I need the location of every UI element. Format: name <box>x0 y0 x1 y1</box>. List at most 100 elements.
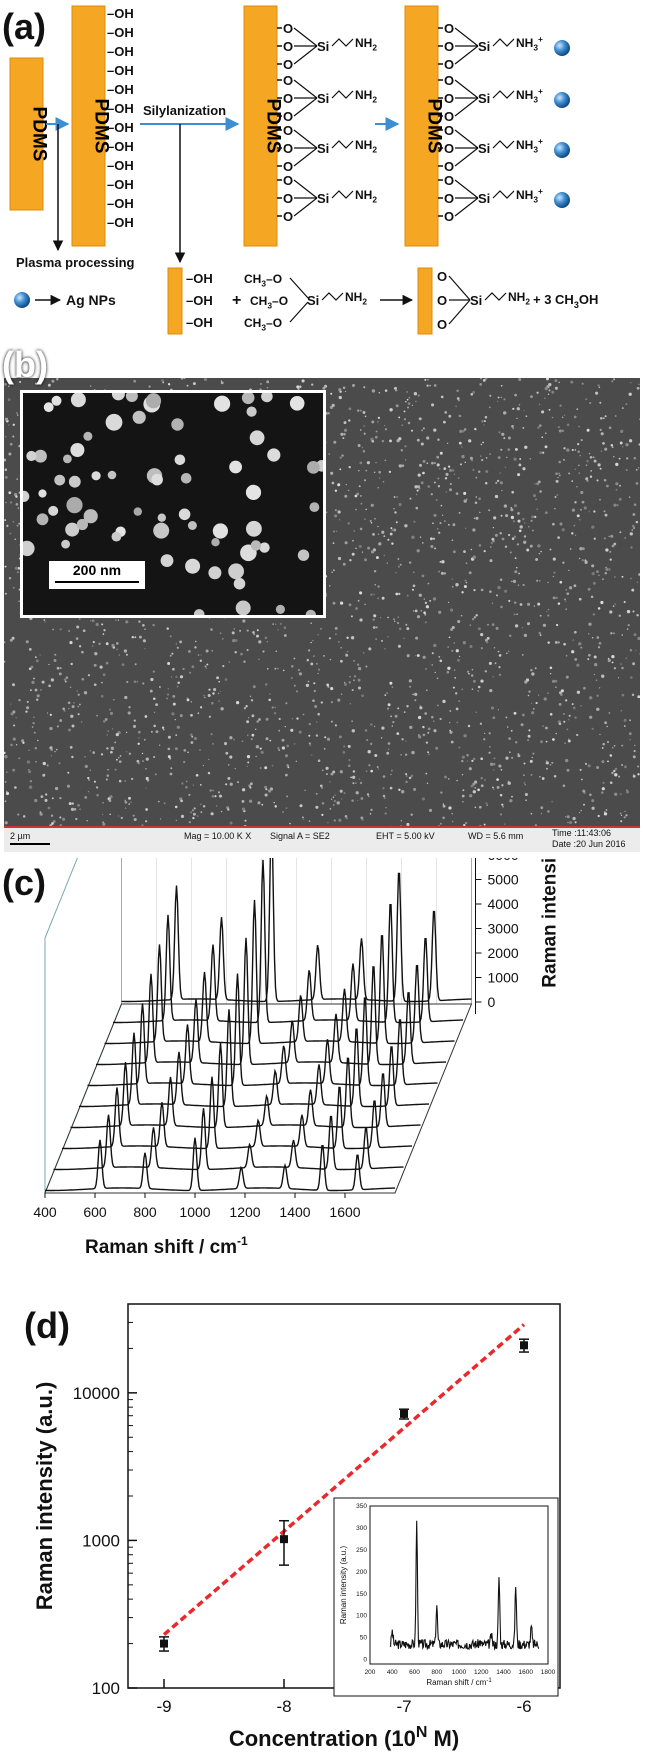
sem-particle <box>571 448 574 452</box>
sem-particle <box>96 793 99 797</box>
sem-particle <box>167 747 171 751</box>
sem-particle <box>251 733 255 737</box>
sem-particle <box>268 789 272 793</box>
sem-particle <box>565 588 568 591</box>
oxygen-ag-4-1: O <box>444 173 454 188</box>
sem-particle <box>413 610 415 612</box>
ag-nanoparticle-ag-1 <box>554 40 570 56</box>
sem-particle <box>632 513 636 516</box>
sem-particle <box>241 740 244 743</box>
sem-particle <box>325 511 328 514</box>
inset-y-tick-label: 50 <box>360 1635 368 1642</box>
sem-particle <box>497 650 500 653</box>
sem-particle <box>271 706 274 709</box>
sem-particle <box>518 403 521 406</box>
sem-particle <box>289 822 291 825</box>
sem-particle <box>183 749 187 752</box>
sem-particle <box>364 518 366 520</box>
sem-particle <box>509 551 512 554</box>
sem-particle <box>433 643 437 648</box>
sem-particle <box>426 782 429 784</box>
sem-particle <box>483 424 485 426</box>
sem-particle <box>81 650 84 654</box>
sem-particle <box>334 489 338 492</box>
sem-particle <box>458 414 462 418</box>
floor-plane <box>44 1003 473 1194</box>
sem-particle <box>529 457 532 460</box>
sem-particle <box>152 670 156 673</box>
sem-particle <box>537 602 541 606</box>
sem-particle <box>436 463 440 467</box>
sem-particle <box>114 741 117 744</box>
sem-particle <box>416 654 420 657</box>
sem-particle <box>258 640 262 644</box>
ag-nanoparticle-sem <box>23 490 30 502</box>
sem-particle <box>407 406 409 409</box>
sem-particle <box>387 703 391 707</box>
sem-particle <box>571 508 576 512</box>
sem-particle <box>613 378 616 381</box>
sem-particle <box>522 713 525 717</box>
sem-particle <box>278 749 280 751</box>
sem-particle <box>390 769 393 772</box>
sem-particle <box>448 806 452 810</box>
sem-particle <box>138 620 141 623</box>
sem-particle <box>374 584 376 586</box>
sem-particle <box>41 680 45 684</box>
ag-nanoparticle-sem <box>309 502 320 512</box>
sem-particle <box>589 401 592 405</box>
sem-particle <box>626 789 628 791</box>
sem-particle <box>363 425 366 427</box>
oxygen-mid-3-2: O <box>283 141 293 156</box>
sem-particle <box>413 571 415 573</box>
sem-particle <box>424 712 428 715</box>
sem-particle <box>448 414 452 418</box>
sem-particle <box>555 623 559 627</box>
sem-particle <box>523 409 525 412</box>
sem-particle <box>501 803 504 806</box>
sem-particle <box>613 456 615 458</box>
inset-x-tick-label: 1200 <box>474 1669 489 1676</box>
sem-particle <box>602 781 605 785</box>
sem-particle <box>573 630 577 634</box>
sem-particle <box>558 429 562 433</box>
sem-particle <box>12 710 16 714</box>
sem-particle <box>407 421 411 425</box>
sem-particle <box>78 645 82 648</box>
ag-nanoparticle-sem <box>91 471 101 481</box>
sem-particle <box>14 566 19 570</box>
sem-particle <box>359 781 363 785</box>
sem-particle <box>431 715 434 719</box>
sem-particle <box>366 739 369 742</box>
sem-particle <box>52 628 55 631</box>
sem-particle <box>167 688 170 690</box>
sem-particle <box>431 664 434 666</box>
sem-particle <box>455 405 457 408</box>
sem-particle <box>102 822 106 826</box>
sem-particle <box>228 661 231 663</box>
si-bond-ag-2-1 <box>454 79 479 99</box>
sem-particle <box>26 700 29 703</box>
sem-particle <box>541 410 545 414</box>
sem-particle <box>500 448 503 451</box>
sem-particle <box>258 718 261 721</box>
sem-particle <box>477 788 480 792</box>
sem-particle <box>126 680 129 684</box>
sem-particle <box>277 629 279 631</box>
sem-particle <box>182 667 185 671</box>
sem-particle <box>628 732 632 736</box>
sem-particle <box>166 693 170 696</box>
sem-particle <box>499 578 503 582</box>
sem-particle <box>44 798 48 802</box>
sem-particle <box>437 704 439 707</box>
sem-particle <box>351 689 354 692</box>
sem-particle <box>76 625 80 629</box>
sem-particle <box>277 667 279 670</box>
sem-particle <box>597 384 600 387</box>
y-tick-label: 6000 <box>488 858 519 863</box>
sem-particle <box>92 641 95 644</box>
sem-particle <box>547 810 550 813</box>
sem-particle <box>384 647 386 650</box>
sem-particle <box>519 603 523 606</box>
sem-particle <box>512 520 515 523</box>
